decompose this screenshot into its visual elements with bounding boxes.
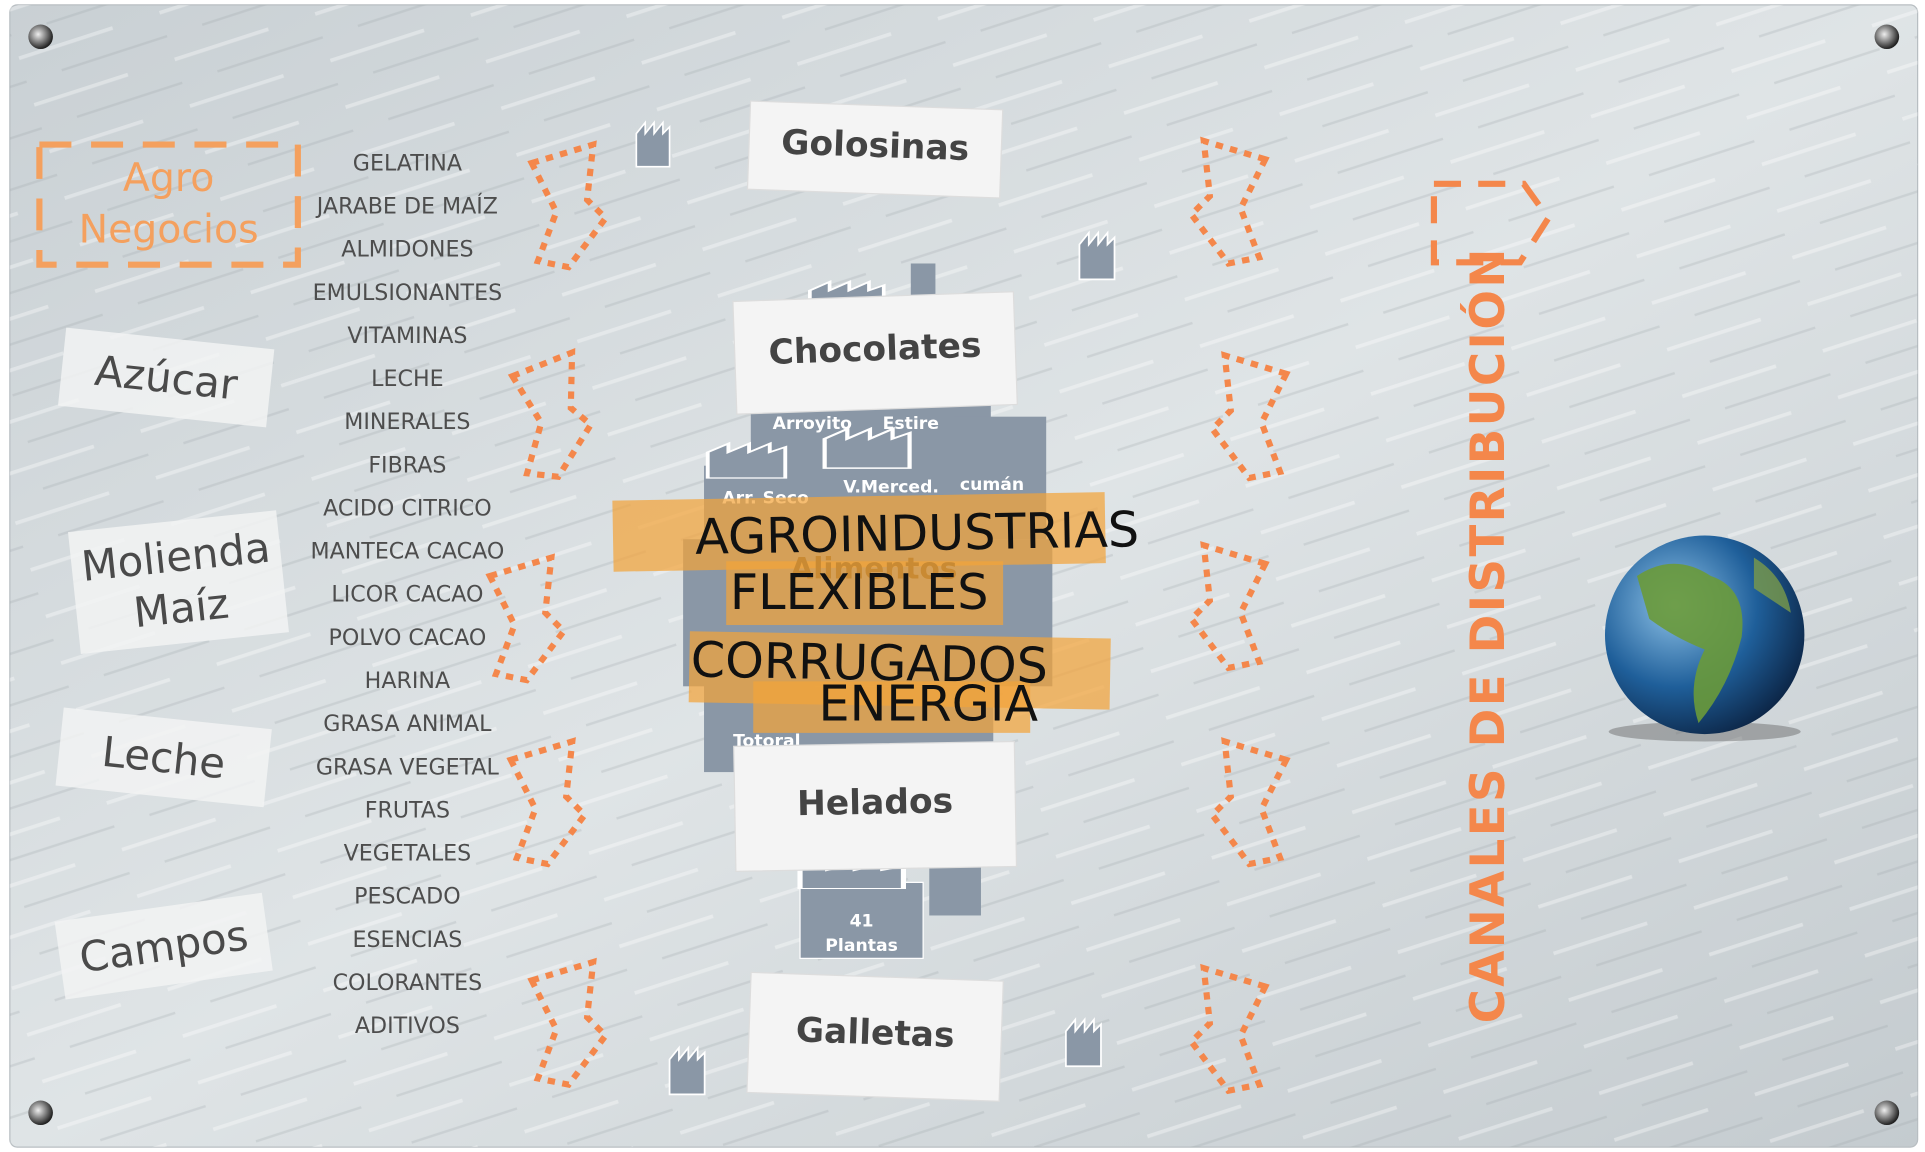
ingredient: LECHE xyxy=(371,366,443,392)
ingredient: ALMIDONES xyxy=(341,237,473,263)
product-name: Galletas xyxy=(795,1010,955,1055)
business: CORRUGADOS xyxy=(690,631,1048,695)
group-label: Azúcar xyxy=(57,327,275,428)
globe xyxy=(1604,535,1805,742)
business: AGROINDUSTRIAS xyxy=(695,500,1140,566)
agro-box xyxy=(36,141,301,268)
business-bands xyxy=(612,492,1111,733)
ingredient: ESENCIAS xyxy=(353,927,463,953)
product-name: Golosinas xyxy=(781,123,970,169)
plant-name: Arroyito xyxy=(773,414,853,434)
ingredient: COLORANTES xyxy=(333,970,483,996)
plant-total: 41 xyxy=(850,912,874,932)
product-card: Helados xyxy=(733,740,1018,872)
card xyxy=(733,740,1018,872)
ingredient: FRUTAS xyxy=(365,797,450,823)
group-text: Maíz xyxy=(131,579,231,638)
plant-name: cumán xyxy=(960,475,1024,495)
group-text: Agro xyxy=(123,156,214,201)
ingredient: PESCADO xyxy=(354,884,460,910)
label-card xyxy=(54,892,273,1000)
card xyxy=(746,971,1004,1102)
group-label: Leche xyxy=(55,707,272,808)
plant-name: Estire xyxy=(883,414,939,434)
group-text: Negocios xyxy=(79,208,259,253)
label-card xyxy=(55,707,272,808)
ingredient: FIBRAS xyxy=(368,452,446,478)
group-label: Campos xyxy=(54,892,273,1000)
group-label: Agro Negocios xyxy=(79,156,259,252)
channels-title: CANALES DE DISTRIBUCIÓN xyxy=(1461,246,1516,1023)
card xyxy=(746,100,1004,199)
ingredient: ADITIVOS xyxy=(355,1013,460,1039)
ingredient: LICOR CACAO xyxy=(331,582,483,608)
label-card xyxy=(57,327,275,428)
business: ENERGIA xyxy=(818,675,1038,733)
ingredient: HARINA xyxy=(365,668,450,694)
background-business: Alimentos xyxy=(790,552,957,586)
ingredient: MINERALES xyxy=(344,409,470,435)
ingredient: EMULSIONANTES xyxy=(313,280,503,306)
product-card: Chocolates xyxy=(732,291,1018,415)
ingredient: GRASA VEGETAL xyxy=(316,754,500,780)
business: FLEXIBLES xyxy=(730,563,989,621)
label-card xyxy=(67,510,289,654)
ingredient: POLVO CACAO xyxy=(329,625,487,651)
product-name: Helados xyxy=(797,781,954,824)
card xyxy=(732,291,1018,415)
product-name: Chocolates xyxy=(768,326,982,373)
ingredient: GELATINA xyxy=(353,150,462,176)
plant-name: V.Merced. xyxy=(843,478,939,498)
ingredient: VITAMINAS xyxy=(347,323,467,349)
ingredient: GRASA ANIMAL xyxy=(323,711,492,737)
plant-total: Plantas xyxy=(825,936,898,956)
product-card: Galletas xyxy=(746,971,1004,1102)
ingredient: JARABE DE MAÍZ xyxy=(315,192,498,220)
ingredient: ACIDO CITRICO xyxy=(323,496,492,522)
screws xyxy=(28,24,1900,1126)
ingredient: MANTECA CACAO xyxy=(310,539,504,565)
product-card: Golosinas xyxy=(746,100,1004,199)
ingredient: VEGETALES xyxy=(344,841,472,867)
arrows xyxy=(490,141,1553,1091)
